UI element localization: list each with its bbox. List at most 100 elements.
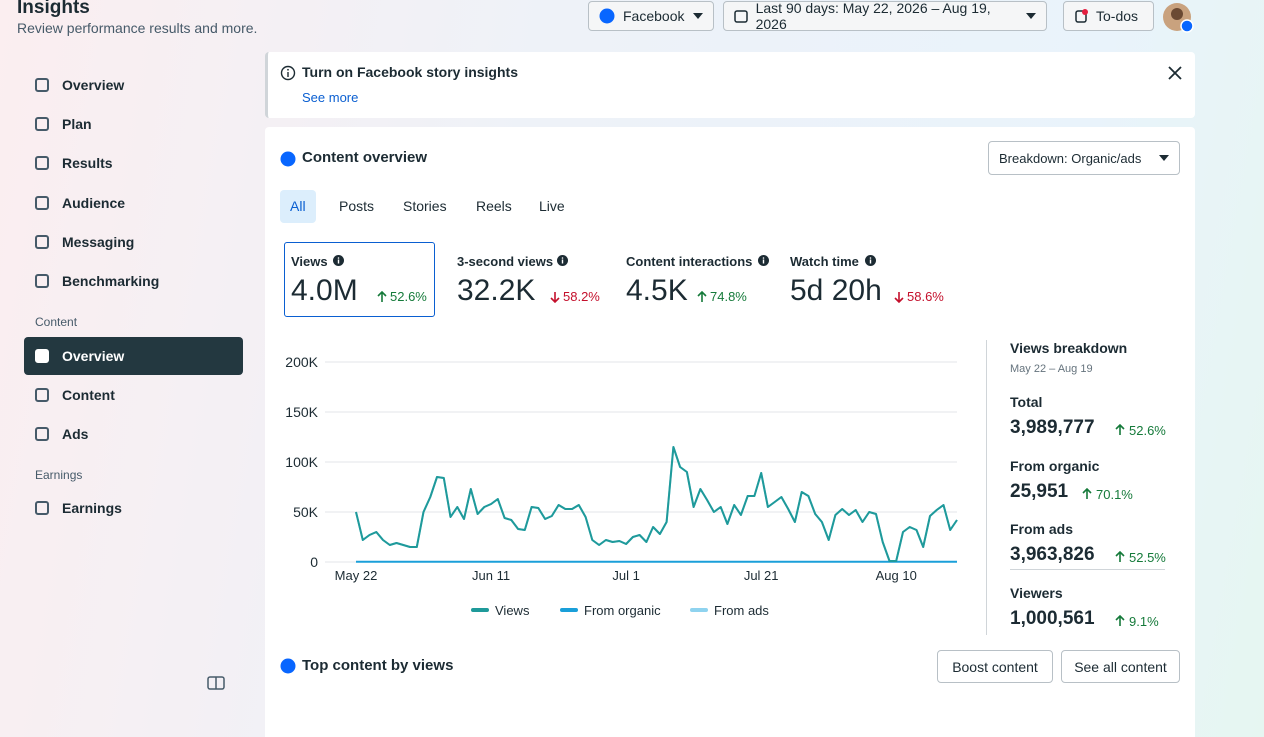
- metric-label: Views: [291, 254, 328, 269]
- x-tick-label: Jul 21: [744, 568, 779, 583]
- nav-label: Content: [62, 387, 115, 403]
- tab[interactable]: Live: [539, 198, 565, 214]
- info-icon[interactable]: [865, 255, 876, 266]
- trend-arrow: [894, 292, 904, 303]
- nav-label: Messaging: [62, 233, 135, 250]
- trend-arrow: [1115, 551, 1125, 563]
- metric-change: 52.6%: [390, 289, 427, 304]
- metric-value: 5d 20h: [790, 274, 882, 307]
- nav-item[interactable]: Content: [24, 376, 243, 414]
- see-all-button[interactable]: See all content: [1061, 650, 1180, 683]
- tab[interactable]: All: [280, 190, 316, 223]
- breakdown-label: Breakdown: Organic/ads: [999, 150, 1142, 166]
- breakdown-value: 3,989,777: [1010, 417, 1095, 438]
- x-tick-label: May 22: [335, 568, 378, 583]
- tab[interactable]: Posts: [339, 198, 375, 214]
- todos-icon: [1075, 9, 1088, 23]
- nav-label: Audience: [62, 194, 126, 211]
- breakdown-label: From ads: [1010, 521, 1074, 538]
- divider: [1010, 569, 1165, 571]
- banner-title: Turn on Facebook story insights: [302, 64, 518, 80]
- nav-icon: [35, 195, 49, 210]
- nav-item[interactable]: Earnings: [24, 489, 243, 527]
- tab[interactable]: Reels: [476, 198, 512, 214]
- metric-label: Content interactions: [626, 254, 753, 269]
- metric-change: 58.2%: [563, 289, 600, 304]
- breakdown-title: Views breakdown: [1010, 340, 1128, 356]
- nav-label: Plan: [62, 116, 92, 133]
- divider: [986, 340, 987, 635]
- metric-label: 3-second views: [457, 254, 554, 269]
- nav-label: Results: [62, 155, 113, 172]
- breakdown-change: 9.1%: [1129, 614, 1159, 630]
- metric-value: 4.5K: [626, 274, 688, 307]
- tab[interactable]: Stories: [403, 198, 447, 214]
- facebook-icon: [280, 658, 296, 674]
- date-range-select[interactable]: Last 90 days: May 22, 2026 – Aug 19, 202…: [723, 0, 1047, 32]
- nav-item[interactable]: Messaging: [24, 223, 243, 261]
- top-content-title: Top content by views: [302, 657, 454, 674]
- nav-icon: [35, 427, 49, 441]
- facebook-icon: [280, 151, 296, 167]
- date-range-label: Last 90 days: May 22, 2026 – Aug 19, 202…: [755, 0, 991, 32]
- collapse-icon[interactable]: [207, 676, 225, 690]
- todos-button[interactable]: To-dos: [1063, 1, 1154, 31]
- info-icon[interactable]: [333, 255, 344, 266]
- chart: 0 50K 100K 150K 200K May 22 Jun 11 Jul 1 Jul 21 A…: [285, 354, 958, 618]
- nav-icon: [35, 388, 49, 402]
- nav-icon: [35, 117, 49, 132]
- avatar[interactable]: [1162, 2, 1194, 34]
- nav-icon: [35, 501, 49, 515]
- breakdown-change: 52.5%: [1129, 550, 1166, 566]
- calendar-icon: [734, 10, 748, 23]
- series-line: [355, 446, 958, 562]
- x-tick-label: Aug 10: [876, 568, 917, 583]
- x-tick-label: Jun 11: [472, 568, 510, 583]
- nav-item[interactable]: Overview: [24, 66, 243, 104]
- facebook-icon: [599, 8, 615, 24]
- section-label: Content: [35, 315, 78, 329]
- breakdown-label: Total: [1010, 394, 1043, 410]
- banner-link[interactable]: See more: [302, 90, 359, 105]
- nav-item[interactable]: Audience: [24, 184, 243, 222]
- info-icon[interactable]: [557, 255, 568, 266]
- info-icon[interactable]: [758, 255, 769, 266]
- nav-item[interactable]: Results: [24, 144, 243, 182]
- nav-item[interactable]: Overview: [24, 337, 243, 375]
- nav-item[interactable]: Benchmarking: [24, 262, 243, 300]
- page-title: Insights: [17, 0, 90, 18]
- boost-button[interactable]: Boost content: [937, 650, 1053, 683]
- nav-item[interactable]: Ads: [24, 415, 243, 453]
- breakdown-change: 70.1%: [1096, 486, 1133, 502]
- x-tick-label: Jul 1: [612, 568, 639, 583]
- breakdown-label: From organic: [1010, 457, 1100, 474]
- breakdown-select[interactable]: Breakdown: Organic/ads: [988, 141, 1180, 175]
- platform-select[interactable]: Facebook: [588, 1, 714, 31]
- section-label: Earnings: [35, 468, 83, 482]
- info-icon: [280, 65, 296, 81]
- breakdown-value: 1,000,561: [1010, 608, 1095, 630]
- metric-change: 58.6%: [907, 289, 944, 304]
- breakdown-value: 3,963,826: [1010, 544, 1095, 566]
- content-overview-card: Content overview Breakdown: Organic/ads …: [265, 127, 1195, 737]
- banner: Turn on Facebook story insights See more: [265, 52, 1195, 118]
- metric-label: Watch time: [790, 254, 859, 269]
- close-icon[interactable]: [1168, 66, 1182, 80]
- metric-value: 32.2K: [457, 274, 536, 307]
- legend-label: From ads: [714, 603, 769, 618]
- y-tick-label: 50K: [293, 504, 319, 520]
- nav-label: Earnings: [62, 500, 122, 516]
- platform-label: Facebook: [623, 8, 685, 24]
- nav-icon: [35, 274, 49, 288]
- overview-title: Content overview: [302, 149, 428, 166]
- breakdown-change: 52.6%: [1129, 423, 1166, 438]
- nav-item[interactable]: Plan: [24, 105, 243, 143]
- caret: [1026, 13, 1036, 19]
- nav-label: Ads: [62, 426, 89, 442]
- trend-arrow: [697, 291, 707, 302]
- y-tick-label: 0: [310, 554, 318, 570]
- nav-icon: [35, 156, 49, 171]
- trend-arrow: [1082, 487, 1092, 499]
- metric-change: 74.8%: [710, 289, 747, 304]
